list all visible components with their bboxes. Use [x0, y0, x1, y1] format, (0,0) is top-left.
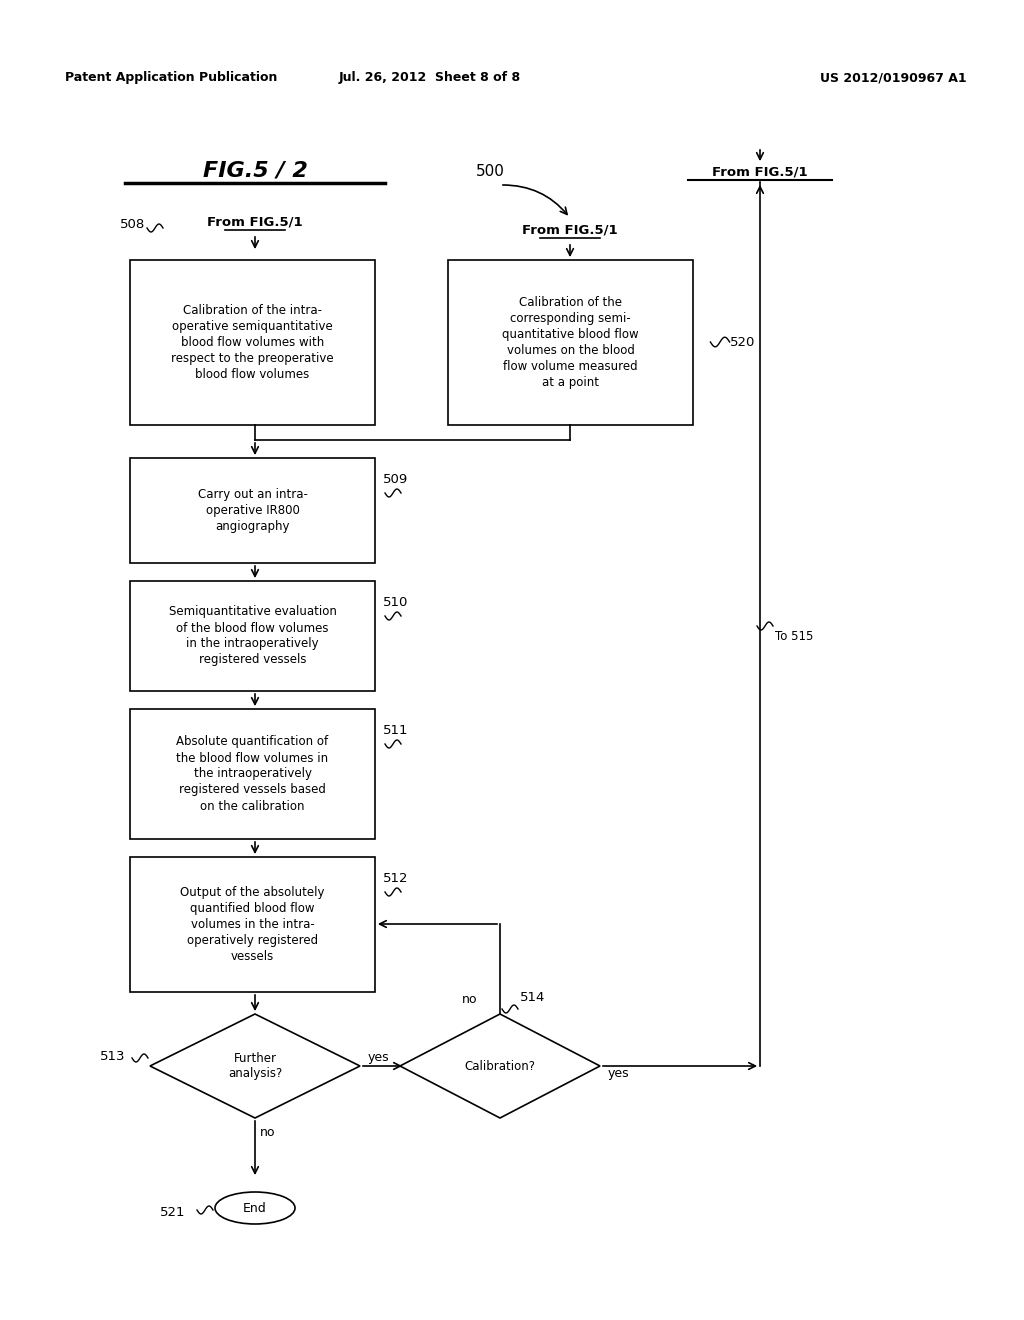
Text: End: End [243, 1201, 267, 1214]
Text: 514: 514 [520, 991, 546, 1005]
Text: 520: 520 [730, 335, 756, 348]
Text: Output of the absolutely
quantified blood flow
volumes in the intra-
operatively: Output of the absolutely quantified bloo… [180, 886, 325, 964]
Text: 509: 509 [383, 473, 409, 486]
Polygon shape [400, 1014, 600, 1118]
Text: Carry out an intra-
operative IR800
angiography: Carry out an intra- operative IR800 angi… [198, 488, 307, 533]
Bar [130, 709, 375, 840]
Text: 510: 510 [383, 597, 409, 609]
Bar [449, 260, 693, 425]
Bar [130, 458, 375, 564]
Text: 500: 500 [475, 165, 505, 180]
Text: To 515: To 515 [775, 630, 813, 643]
Text: From FIG.5/1: From FIG.5/1 [522, 223, 617, 236]
Text: Absolute quantification of
the blood flow volumes in
the intraoperatively
regist: Absolute quantification of the blood flo… [176, 735, 329, 813]
Text: Jul. 26, 2012  Sheet 8 of 8: Jul. 26, 2012 Sheet 8 of 8 [339, 71, 521, 84]
Text: From FIG.5/1: From FIG.5/1 [712, 165, 808, 178]
Ellipse shape [215, 1192, 295, 1224]
Text: Patent Application Publication: Patent Application Publication [65, 71, 278, 84]
Text: 521: 521 [160, 1206, 185, 1220]
Bar [130, 260, 375, 425]
Text: Semiquantitative evaluation
of the blood flow volumes
in the intraoperatively
re: Semiquantitative evaluation of the blood… [169, 606, 337, 667]
Text: From FIG.5/1: From FIG.5/1 [207, 215, 303, 228]
Bar [130, 857, 375, 993]
Polygon shape [150, 1014, 360, 1118]
Text: 513: 513 [99, 1049, 125, 1063]
Text: 512: 512 [383, 873, 409, 884]
Text: Calibration?: Calibration? [465, 1060, 536, 1072]
Text: Calibration of the intra-
operative semiquantitative
blood flow volumes with
res: Calibration of the intra- operative semi… [171, 304, 334, 381]
Text: FIG.5 / 2: FIG.5 / 2 [203, 160, 307, 180]
Text: yes: yes [608, 1068, 630, 1081]
Text: no: no [260, 1126, 275, 1139]
Text: Calibration of the
corresponding semi-
quantitative blood flow
volumes on the bl: Calibration of the corresponding semi- q… [502, 296, 639, 389]
Text: Further
analysis?: Further analysis? [228, 1052, 283, 1080]
Text: no: no [462, 993, 478, 1006]
Bar [130, 581, 375, 690]
Text: yes: yes [368, 1052, 389, 1064]
Text: 508: 508 [120, 219, 145, 231]
Text: 511: 511 [383, 723, 409, 737]
Text: US 2012/0190967 A1: US 2012/0190967 A1 [820, 71, 967, 84]
